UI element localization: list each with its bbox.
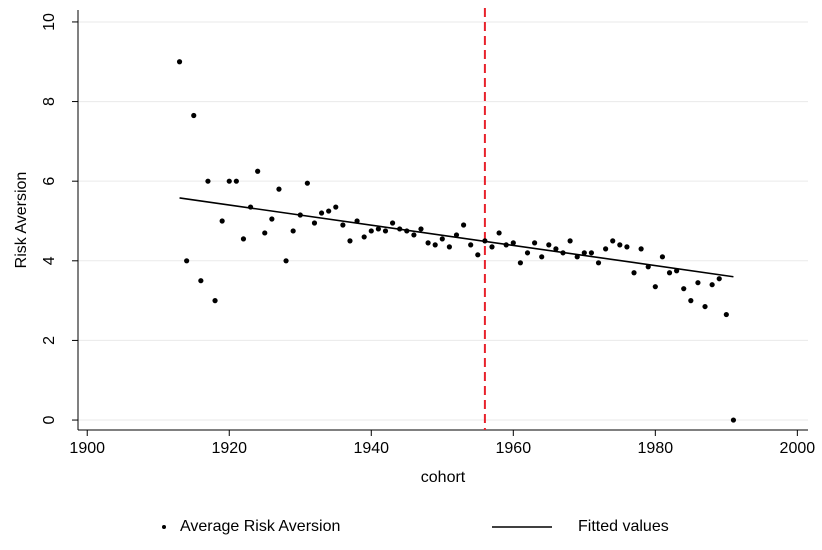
- point: [255, 168, 261, 174]
- point: [638, 246, 644, 252]
- point: [411, 232, 417, 238]
- point: [681, 286, 687, 292]
- point: [326, 208, 332, 214]
- point: [453, 232, 460, 238]
- legend-label: Average Risk Aversion: [180, 518, 340, 535]
- point: [510, 240, 516, 246]
- point: [553, 246, 559, 252]
- legend-marker: [162, 525, 166, 529]
- y-tick-label: 2: [41, 336, 58, 345]
- point: [205, 178, 211, 184]
- point: [446, 244, 452, 250]
- point: [688, 298, 694, 304]
- point: [233, 178, 239, 184]
- x-tick-label: 1980: [638, 440, 674, 457]
- point: [652, 284, 658, 290]
- point: [262, 230, 268, 236]
- point: [624, 244, 630, 250]
- point: [269, 216, 275, 222]
- y-axis-label: Risk Aversion: [13, 172, 30, 269]
- point: [375, 226, 381, 232]
- point: [659, 254, 666, 260]
- point: [524, 250, 531, 256]
- point: [304, 180, 310, 186]
- point: [567, 238, 573, 244]
- y-tick-label: 8: [41, 97, 58, 106]
- point: [610, 238, 616, 244]
- point: [539, 254, 545, 260]
- point: [716, 276, 722, 282]
- point: [191, 112, 197, 119]
- point: [198, 278, 204, 284]
- point: [176, 59, 183, 65]
- x-tick-label: 1960: [496, 440, 532, 457]
- point: [631, 270, 637, 276]
- point: [361, 234, 367, 240]
- point: [595, 260, 602, 266]
- point: [603, 246, 609, 252]
- point: [468, 242, 474, 248]
- point: [730, 417, 737, 423]
- point: [368, 228, 374, 234]
- point: [382, 228, 389, 234]
- point: [617, 242, 623, 248]
- point: [496, 230, 502, 236]
- point: [184, 258, 190, 264]
- x-axis-label: cohort: [421, 469, 466, 486]
- point: [425, 240, 431, 246]
- point: [389, 220, 396, 226]
- point: [475, 252, 481, 258]
- point: [347, 238, 353, 244]
- point: [418, 226, 424, 232]
- point: [532, 240, 538, 246]
- point: [666, 270, 673, 276]
- point: [517, 260, 524, 266]
- x-tick-label: 1900: [69, 440, 105, 457]
- point: [460, 222, 467, 228]
- fit-line: [179, 197, 734, 278]
- point: [340, 222, 346, 228]
- legend-label: Fitted values: [578, 518, 669, 535]
- point: [695, 280, 701, 286]
- y-tick-label: 0: [41, 416, 58, 425]
- point: [574, 254, 580, 260]
- point: [546, 242, 552, 248]
- y-tick-label: 4: [41, 256, 58, 265]
- point: [588, 250, 595, 256]
- y-tick-label: 6: [41, 177, 58, 186]
- point: [432, 242, 438, 248]
- point: [318, 210, 325, 216]
- point: [212, 298, 218, 304]
- point: [581, 250, 587, 256]
- y-tick-label: 10: [41, 13, 58, 31]
- point: [723, 311, 729, 318]
- point: [489, 244, 495, 250]
- point: [240, 236, 247, 242]
- point: [439, 236, 445, 242]
- point: [219, 218, 225, 224]
- point: [709, 282, 715, 288]
- point: [283, 258, 289, 264]
- x-tick-label: 1920: [211, 440, 247, 457]
- point: [333, 204, 339, 210]
- point: [311, 220, 318, 226]
- x-tick-label: 1940: [353, 440, 389, 457]
- point: [276, 186, 282, 192]
- x-tick-label: 2000: [780, 440, 816, 457]
- point: [702, 303, 708, 310]
- point: [226, 178, 232, 184]
- point: [290, 228, 296, 234]
